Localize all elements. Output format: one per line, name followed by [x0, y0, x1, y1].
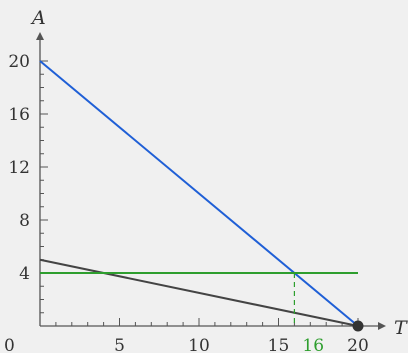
x-tick-label: 15 [268, 336, 290, 353]
series-line-2 [39, 258, 359, 327]
labels-layer: T A 0 16 5 10 15 20 4 8 12 16 20 [4, 7, 408, 353]
series-line-1 [39, 60, 359, 327]
x-tick-label: 5 [114, 336, 125, 353]
endpoint-marker [352, 320, 364, 332]
x-tick-label: 20 [347, 336, 369, 353]
y-tick-label: 12 [8, 158, 30, 178]
x-axis-arrow [378, 322, 386, 330]
origin-label: 0 [4, 336, 15, 353]
x-axis-title: T [394, 317, 408, 339]
axes [36, 32, 386, 330]
series-layer [39, 60, 364, 332]
y-tick-label: 8 [19, 211, 30, 231]
y-tick-label: 16 [8, 105, 30, 125]
highlight-x-label: 16 [302, 336, 324, 353]
x-tick-label: 10 [188, 336, 210, 353]
y-tick-label: 20 [8, 52, 30, 72]
y-tick-label: 4 [19, 264, 30, 284]
y-axis-arrow [36, 32, 44, 40]
y-axis-title: A [30, 7, 46, 29]
